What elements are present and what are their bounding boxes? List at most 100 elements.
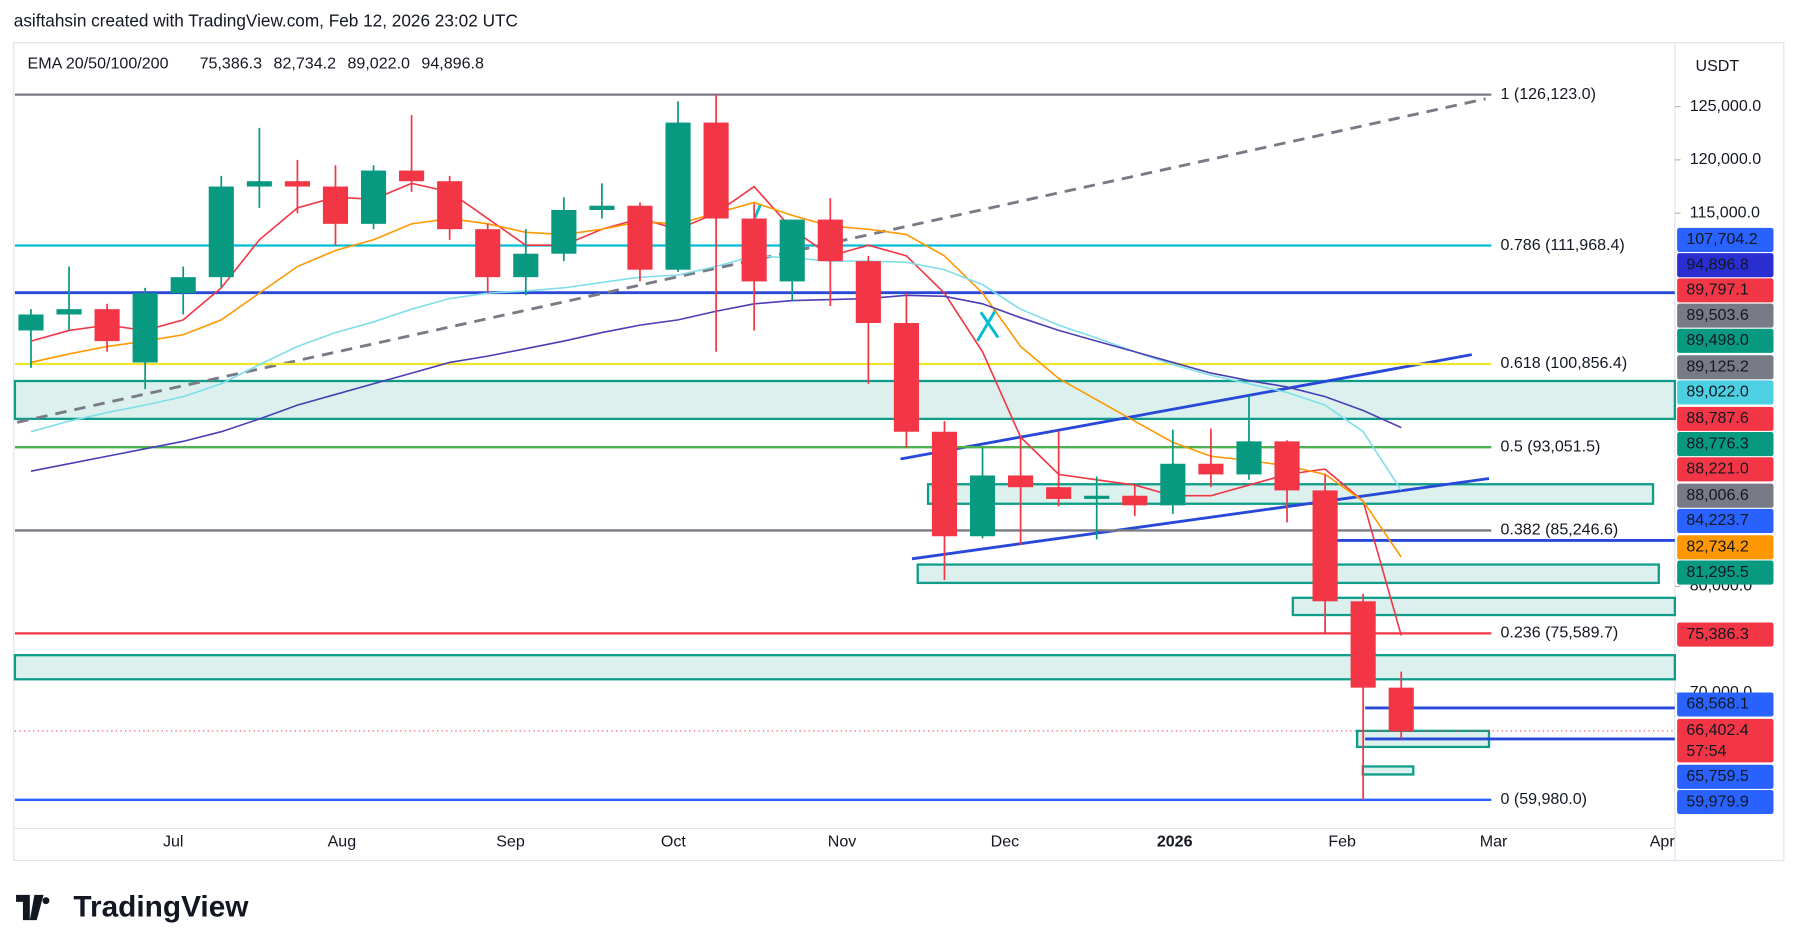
fib-label: 0.5 (93,051.5): [1500, 437, 1600, 455]
fib-label: 1 (126,123.0): [1500, 85, 1595, 103]
x-tick-label: Sep: [496, 832, 525, 850]
candle-body: [246, 181, 272, 187]
zone: [916, 563, 1660, 585]
candle-body: [817, 219, 843, 262]
countdown: 57:54: [1686, 742, 1726, 760]
x-tick-label: Nov: [828, 832, 857, 850]
price-label-bg: [1677, 718, 1774, 763]
candle-body: [1008, 475, 1034, 488]
candle-body: [779, 219, 805, 282]
price-label: 88,787.6: [1686, 409, 1749, 427]
price-label-bg: [1677, 278, 1774, 303]
candle-body: [18, 314, 44, 331]
zone: [13, 654, 1676, 681]
candle-body: [741, 218, 767, 282]
price-label-bg: [1677, 303, 1774, 328]
x-tick-label: Dec: [991, 832, 1020, 850]
zones: [13, 379, 1676, 776]
price-label: 88,776.3: [1686, 434, 1749, 452]
currency: USDT: [1695, 57, 1739, 75]
price-label: 89,503.6: [1686, 306, 1749, 324]
x-tick-label: Oct: [661, 832, 687, 850]
candle-body: [208, 186, 234, 278]
indicator-value: 94,896.8: [421, 55, 484, 73]
zone: [1361, 765, 1415, 776]
price-label-bg: [1677, 508, 1774, 534]
candle-body: [855, 261, 881, 324]
price-label-bg: [1677, 432, 1774, 457]
candle-body: [94, 309, 120, 342]
logo: TradingView: [16, 891, 249, 924]
price-label: 94,896.8: [1686, 255, 1749, 273]
candle-body: [1350, 601, 1376, 688]
price-label-bg: [1677, 227, 1774, 252]
candle-body: [475, 229, 501, 278]
candle-body: [1160, 463, 1186, 506]
candle-body: [665, 122, 691, 270]
candle-body: [1122, 495, 1148, 506]
candle-body: [399, 170, 425, 182]
y-tick-label: 115,000.0: [1690, 203, 1760, 221]
indicator-name: EMA 20/50/100/200: [28, 55, 169, 73]
price-label: 75,386.3: [1686, 625, 1749, 643]
price-label: 68,568.1: [1686, 695, 1749, 713]
candle-body: [56, 309, 82, 315]
fib-label: 0.786 (111,968.4): [1500, 236, 1624, 254]
header: asiftahsin created with TradingView.com,…: [14, 10, 518, 30]
price-label: 89,022.0: [1686, 383, 1749, 401]
price-label-bg: [1677, 355, 1774, 380]
fib-label: 0.382 (85,246.6): [1500, 521, 1618, 539]
x-tick-label: 2026: [1157, 832, 1193, 850]
price-label: 84,223.7: [1686, 511, 1749, 529]
price-label-bg: [1677, 457, 1774, 482]
candle-body: [931, 431, 958, 537]
price-label: 89,797.1: [1686, 281, 1749, 299]
zone: [13, 379, 1676, 421]
candle-body: [284, 181, 310, 187]
annotation: [753, 203, 1000, 342]
candle-body: [893, 323, 919, 432]
candle-body: [1084, 495, 1110, 499]
candle-body: [1388, 687, 1414, 732]
candle-body: [170, 277, 196, 294]
candle-body: [1312, 490, 1338, 602]
price-label: 82,734.2: [1686, 538, 1749, 556]
logo-mark: [16, 894, 50, 921]
price-label: 65,759.5: [1686, 767, 1749, 785]
price-label-bg: [1677, 560, 1774, 585]
x-tick-label: Mar: [1480, 832, 1508, 850]
price-label-bg: [1677, 764, 1774, 789]
price-label-bg: [1677, 483, 1774, 508]
fib-label: 0.236 (75,589.7): [1500, 624, 1618, 642]
price-label-bg: [1677, 692, 1774, 717]
x-tick-label: Jul: [163, 832, 184, 850]
drawings: [14, 291, 1675, 741]
price-label-bg: [1677, 789, 1774, 815]
y-tick-label: 120,000.0: [1690, 150, 1761, 168]
price-label: 88,006.6: [1686, 486, 1749, 504]
price-label: 59,979.9: [1686, 792, 1749, 810]
price-label: 88,221.0: [1686, 460, 1749, 478]
price-label: 66,402.4: [1686, 721, 1749, 739]
candle-body: [969, 475, 996, 537]
indicator-value: 82,734.2: [274, 55, 337, 73]
candle-body: [360, 170, 387, 224]
candle-body: [513, 253, 539, 278]
x-tick-label: Apr: [1650, 832, 1676, 850]
price-label: 89,125.2: [1686, 357, 1749, 375]
candle-body: [1236, 441, 1262, 475]
logo-text: TradingView: [73, 891, 249, 924]
price-label-bg: [1677, 406, 1774, 431]
trend-line: [911, 477, 1490, 561]
indicator-value: 89,022.0: [347, 55, 410, 73]
candle-body: [1274, 441, 1300, 491]
candle-body: [551, 209, 577, 254]
price-label: 107,704.2: [1686, 230, 1757, 248]
candle-body: [627, 205, 653, 270]
x-tick-label: Aug: [328, 832, 357, 850]
x-tick-label: Feb: [1328, 832, 1356, 850]
trend-line: [900, 353, 1473, 461]
frame: [13, 42, 1785, 862]
zone: [1291, 596, 1676, 617]
